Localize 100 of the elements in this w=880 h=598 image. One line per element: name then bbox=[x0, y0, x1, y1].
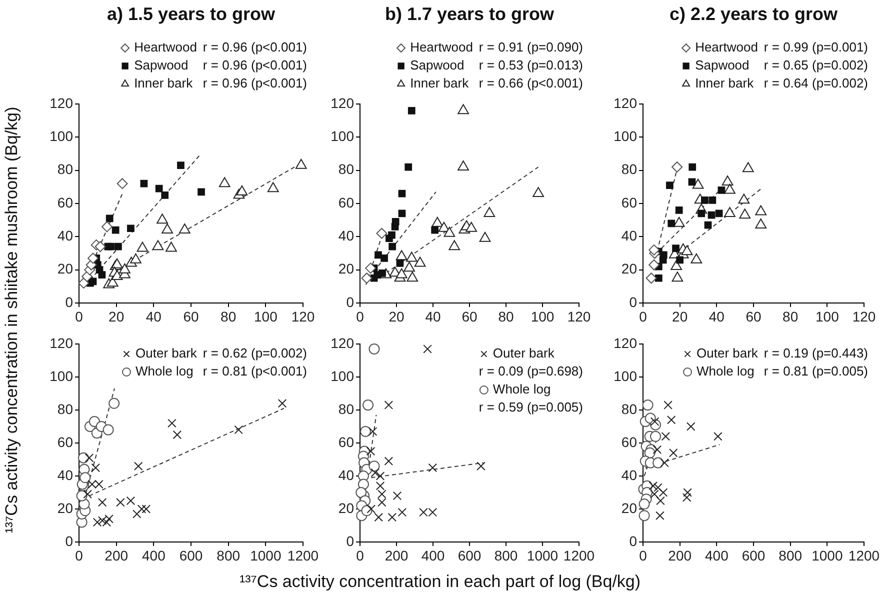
annotation: r = 0.59 (p=0.005) bbox=[478, 400, 583, 415]
y-tick-label: 60 bbox=[57, 194, 74, 210]
x-tick-label: 600 bbox=[742, 547, 766, 564]
y-tick-label: 80 bbox=[621, 161, 638, 178]
y-tick-label: 40 bbox=[338, 466, 354, 483]
y-tick-label: 20 bbox=[57, 260, 74, 277]
annotation: r = 0.62 (p=0.002) bbox=[202, 346, 308, 361]
y-tick-label: 40 bbox=[57, 466, 74, 483]
annotation: r = 0.09 (p=0.698) bbox=[478, 364, 583, 379]
y-tick-label: 60 bbox=[338, 194, 354, 210]
x-axis-title: ¹³⁷Cs activity concentration in each part of log (Bq/kg) bbox=[238, 572, 642, 592]
y-tick-label: 100 bbox=[50, 368, 74, 384]
x-tick-label: 40 bbox=[425, 308, 441, 324]
y-tick-label: 20 bbox=[338, 500, 354, 516]
y-tick-label: 0 bbox=[629, 532, 638, 549]
x-tick-label: 40 bbox=[708, 308, 725, 324]
annotation: r = 0.19 (p=0.443) bbox=[764, 346, 868, 361]
x-tick-label: 100 bbox=[530, 308, 554, 324]
y-tick-label: 40 bbox=[621, 466, 638, 483]
y-tick-label: 60 bbox=[621, 194, 638, 210]
text: r = 0.99 (p=0.001) bbox=[764, 40, 868, 55]
annotation: r = 0.81 (p=0.005) bbox=[764, 364, 868, 379]
x-tick-label: 1000 bbox=[526, 547, 558, 564]
x-tick-label: 1000 bbox=[812, 547, 843, 564]
legend-label: Outer bark bbox=[136, 346, 198, 361]
x-tick-label: 120 bbox=[567, 308, 591, 324]
x-tick-label: 600 bbox=[458, 547, 482, 564]
x-tick-label: 60 bbox=[746, 308, 762, 324]
x-tick-label: 400 bbox=[421, 547, 445, 564]
legend-label: Whole log bbox=[696, 364, 754, 379]
text: r = 0.96 (p<0.001) bbox=[202, 40, 308, 55]
y-tick-label: 20 bbox=[621, 260, 638, 277]
y-tick-label: 100 bbox=[330, 368, 354, 384]
text: r = 0.96 (p<0.001) bbox=[202, 76, 308, 91]
y-tick-label: 0 bbox=[346, 294, 354, 310]
x-tick-label: 100 bbox=[254, 308, 278, 324]
y-axis-title: ¹³⁷Cs activity concentration in shiitake mushroom (Bq/kg) bbox=[2, 106, 22, 534]
chart-title: b) 1.7 years to grow bbox=[384, 4, 554, 25]
y-tick-label: 20 bbox=[621, 500, 638, 516]
legend-label: Outer bark bbox=[492, 346, 555, 361]
x-tick-label: 20 bbox=[388, 308, 404, 324]
x-tick-label: 0 bbox=[639, 547, 648, 564]
y-tick-label: 0 bbox=[65, 294, 74, 310]
y-tick-label: 120 bbox=[614, 94, 638, 111]
y-tick-label: 120 bbox=[50, 94, 74, 111]
chart-title: c) 2.2 years to grow bbox=[669, 4, 838, 25]
y-tick-label: 120 bbox=[614, 334, 638, 351]
y-tick-label: 60 bbox=[57, 434, 74, 450]
y-tick-label: 20 bbox=[57, 500, 74, 516]
legend-label: Heartwood bbox=[695, 40, 758, 55]
x-tick-label: 80 bbox=[220, 308, 236, 324]
legend-label: Sapwood bbox=[410, 58, 464, 73]
x-tick-label: 800 bbox=[494, 547, 518, 564]
y-tick-label: 80 bbox=[338, 161, 354, 178]
legend-label: Whole log bbox=[136, 364, 194, 379]
x-tick-label: 400 bbox=[142, 547, 166, 564]
y-tick-label: 80 bbox=[621, 400, 638, 417]
y-tick-label: 80 bbox=[338, 400, 354, 417]
y-tick-label: 0 bbox=[65, 532, 74, 549]
text: r = 0.65 (p=0.002) bbox=[764, 58, 868, 73]
x-tick-label: 800 bbox=[778, 547, 802, 564]
text: r = 0.64 (p=0.002) bbox=[764, 76, 868, 91]
x-tick-label: 200 bbox=[668, 547, 692, 564]
y-tick-label: 40 bbox=[621, 228, 638, 244]
legend-label: Inner bark bbox=[695, 76, 754, 91]
annotation: r = 0.81 (p<0.001) bbox=[202, 364, 308, 379]
text: r = 0.53 (p=0.013) bbox=[478, 58, 584, 73]
y-tick-label: 60 bbox=[338, 434, 354, 450]
x-tick-label: 120 bbox=[291, 308, 315, 324]
x-tick-label: 400 bbox=[704, 547, 729, 564]
legend-label: Heartwood bbox=[134, 40, 197, 55]
y-tick-label: 100 bbox=[614, 368, 638, 384]
x-tick-label: 600 bbox=[179, 547, 203, 564]
y-tick-label: 20 bbox=[338, 260, 354, 277]
legend-label: Inner bark bbox=[410, 76, 470, 91]
x-tick-label: 0 bbox=[75, 547, 84, 564]
y-tick-label: 120 bbox=[330, 94, 354, 111]
text: r = 0.96 (p<0.001) bbox=[202, 58, 308, 73]
legend-label: Sapwood bbox=[695, 58, 750, 73]
x-tick-label: 200 bbox=[104, 547, 128, 564]
x-tick-label: 0 bbox=[356, 308, 364, 324]
x-tick-label: 1200 bbox=[848, 547, 880, 564]
y-tick-label: 80 bbox=[57, 161, 74, 178]
x-tick-label: 60 bbox=[462, 308, 478, 324]
legend-label: Inner bark bbox=[134, 76, 194, 91]
y-tick-label: 0 bbox=[346, 532, 354, 549]
y-tick-label: 0 bbox=[629, 294, 638, 310]
y-tick-label: 100 bbox=[614, 128, 638, 144]
chart-title: a) 1.5 years to grow bbox=[106, 4, 276, 25]
x-tick-label: 20 bbox=[672, 308, 688, 324]
y-tick-label: 80 bbox=[57, 400, 74, 417]
text: r = 0.66 (p<0.001) bbox=[478, 76, 584, 91]
x-tick-label: 0 bbox=[356, 547, 364, 564]
legend-label: Whole log bbox=[492, 382, 551, 397]
x-tick-label: 40 bbox=[146, 308, 162, 324]
x-tick-label: 80 bbox=[498, 308, 514, 324]
legend-label: Sapwood bbox=[134, 58, 188, 73]
y-tick-label: 100 bbox=[330, 128, 354, 144]
x-tick-label: 20 bbox=[108, 308, 124, 324]
legend-label: Heartwood bbox=[410, 40, 473, 55]
